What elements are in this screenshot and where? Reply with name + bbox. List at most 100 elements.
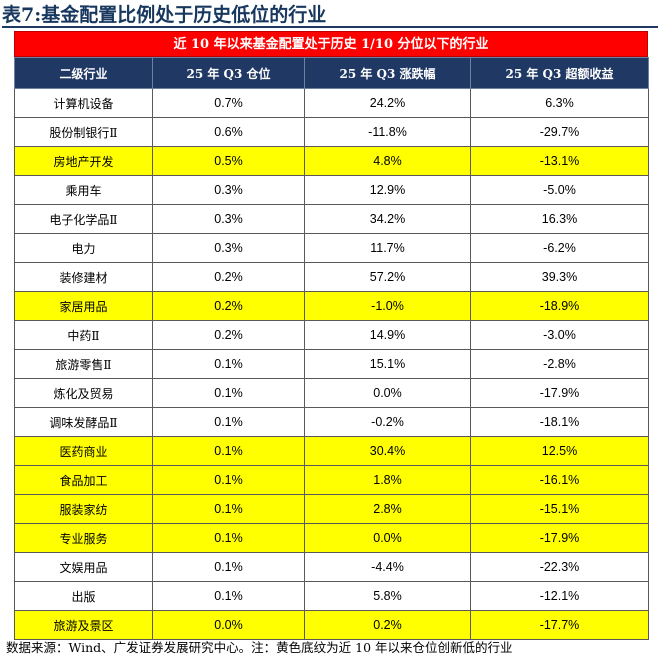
change-cell: 12.9%: [304, 175, 471, 205]
header-industry: 二级行业: [14, 57, 153, 89]
change-cell: 0.0%: [304, 378, 471, 408]
position-cell: 0.6%: [152, 117, 305, 147]
position-cell: 0.1%: [152, 407, 305, 437]
header-change: 25 年 Q3 涨跌幅: [304, 57, 471, 89]
industry-cell: 出版: [14, 581, 153, 611]
position-cell: 0.3%: [152, 233, 305, 263]
position-cell: 0.1%: [152, 465, 305, 495]
position-cell: 0.1%: [152, 581, 305, 611]
source-note: 数据来源：Wind、广发证券发展研究中心。注：黄色底纹为近 10 年以来仓位创新…: [6, 640, 513, 655]
table-row: 乘用车 0.3% 12.9% -5.0%: [14, 175, 649, 205]
industry-cell: 服装家纺: [14, 494, 153, 524]
excess-cell: -18.9%: [470, 291, 649, 321]
position-cell: 0.1%: [152, 436, 305, 466]
table-row: 房地产开发 0.5% 4.8% -13.1%: [14, 146, 649, 176]
table-row: 中药Ⅱ 0.2% 14.9% -3.0%: [14, 320, 649, 350]
table-row: 家居用品 0.2% -1.0% -18.9%: [14, 291, 649, 321]
change-cell: -1.0%: [304, 291, 471, 321]
excess-cell: -15.1%: [470, 494, 649, 524]
excess-cell: -16.1%: [470, 465, 649, 495]
table-row: 医药商业 0.1% 30.4% 12.5%: [14, 436, 649, 466]
industry-cell: 炼化及贸易: [14, 378, 153, 408]
industry-cell: 计算机设备: [14, 88, 153, 118]
change-cell: 0.2%: [304, 610, 471, 640]
change-cell: 11.7%: [304, 233, 471, 263]
change-cell: 5.8%: [304, 581, 471, 611]
header-position: 25 年 Q3 仓位: [152, 57, 305, 89]
excess-cell: -22.3%: [470, 552, 649, 582]
industry-cell: 家居用品: [14, 291, 153, 321]
table-row: 服装家纺 0.1% 2.8% -15.1%: [14, 494, 649, 524]
table-row: 旅游零售Ⅱ 0.1% 15.1% -2.8%: [14, 349, 649, 379]
excess-cell: -13.1%: [470, 146, 649, 176]
header-row: 二级行业 25 年 Q3 仓位 25 年 Q3 涨跌幅 25 年 Q3 超额收益: [14, 57, 649, 89]
change-cell: -4.4%: [304, 552, 471, 582]
change-cell: 15.1%: [304, 349, 471, 379]
position-cell: 0.5%: [152, 146, 305, 176]
position-cell: 0.0%: [152, 610, 305, 640]
change-cell: 4.8%: [304, 146, 471, 176]
excess-cell: -17.9%: [470, 523, 649, 553]
change-cell: -0.2%: [304, 407, 471, 437]
excess-cell: -5.0%: [470, 175, 649, 205]
table-row: 股份制银行Ⅱ 0.6% -11.8% -29.7%: [14, 117, 649, 147]
industry-cell: 调味发酵品Ⅱ: [14, 407, 153, 437]
excess-cell: -17.9%: [470, 378, 649, 408]
position-cell: 0.3%: [152, 204, 305, 234]
excess-cell: -17.7%: [470, 610, 649, 640]
excess-cell: -18.1%: [470, 407, 649, 437]
change-cell: 0.0%: [304, 523, 471, 553]
position-cell: 0.1%: [152, 378, 305, 408]
change-cell: -11.8%: [304, 117, 471, 147]
position-cell: 0.2%: [152, 320, 305, 350]
excess-cell: 39.3%: [470, 262, 649, 292]
change-cell: 34.2%: [304, 204, 471, 234]
industry-cell: 房地产开发: [14, 146, 153, 176]
excess-cell: 12.5%: [470, 436, 649, 466]
table-row: 旅游及景区 0.0% 0.2% -17.7%: [14, 610, 649, 640]
table-banner: 近 10 年以来基金配置处于历史 1/10 分位以下的行业: [14, 31, 648, 57]
position-cell: 0.1%: [152, 523, 305, 553]
position-cell: 0.1%: [152, 494, 305, 524]
excess-cell: -3.0%: [470, 320, 649, 350]
excess-cell: -6.2%: [470, 233, 649, 263]
industry-cell: 电子化学品Ⅱ: [14, 204, 153, 234]
table-title-text: 基金配置比例处于历史低位的行业: [41, 4, 327, 26]
position-cell: 0.7%: [152, 88, 305, 118]
table-body: 计算机设备 0.7% 24.2% 6.3% 股份制银行Ⅱ 0.6% -11.8% -29.7%…: [14, 88, 649, 640]
industry-cell: 中药Ⅱ: [14, 320, 153, 350]
change-cell: 30.4%: [304, 436, 471, 466]
allocation-table: 二级行业 25 年 Q3 仓位 25 年 Q3 涨跌幅 25 年 Q3 超额收益…: [14, 57, 649, 640]
position-cell: 0.1%: [152, 552, 305, 582]
table-row: 调味发酵品Ⅱ 0.1% -0.2% -18.1%: [14, 407, 649, 437]
table-row: 出版 0.1% 5.8% -12.1%: [14, 581, 649, 611]
table-row: 文娱用品 0.1% -4.4% -22.3%: [14, 552, 649, 582]
change-cell: 2.8%: [304, 494, 471, 524]
table-title: 表7:基金配置比例处于历史低位的行业: [2, 2, 658, 28]
table-row: 炼化及贸易 0.1% 0.0% -17.9%: [14, 378, 649, 408]
position-cell: 0.2%: [152, 262, 305, 292]
industry-cell: 装修建材: [14, 262, 153, 292]
excess-cell: 6.3%: [470, 88, 649, 118]
position-cell: 0.1%: [152, 349, 305, 379]
industry-cell: 食品加工: [14, 465, 153, 495]
table-row: 装修建材 0.2% 57.2% 39.3%: [14, 262, 649, 292]
change-cell: 57.2%: [304, 262, 471, 292]
industry-cell: 旅游及景区: [14, 610, 153, 640]
industry-cell: 专业服务: [14, 523, 153, 553]
table-row: 电子化学品Ⅱ 0.3% 34.2% 16.3%: [14, 204, 649, 234]
table-row: 计算机设备 0.7% 24.2% 6.3%: [14, 88, 649, 118]
table-row: 专业服务 0.1% 0.0% -17.9%: [14, 523, 649, 553]
position-cell: 0.2%: [152, 291, 305, 321]
change-cell: 14.9%: [304, 320, 471, 350]
industry-cell: 文娱用品: [14, 552, 153, 582]
table-row: 电力 0.3% 11.7% -6.2%: [14, 233, 649, 263]
table-number: 表7:: [2, 4, 42, 26]
industry-cell: 旅游零售Ⅱ: [14, 349, 153, 379]
industry-cell: 乘用车: [14, 175, 153, 205]
excess-cell: -12.1%: [470, 581, 649, 611]
excess-cell: -2.8%: [470, 349, 649, 379]
position-cell: 0.3%: [152, 175, 305, 205]
table-row: 食品加工 0.1% 1.8% -16.1%: [14, 465, 649, 495]
excess-cell: 16.3%: [470, 204, 649, 234]
